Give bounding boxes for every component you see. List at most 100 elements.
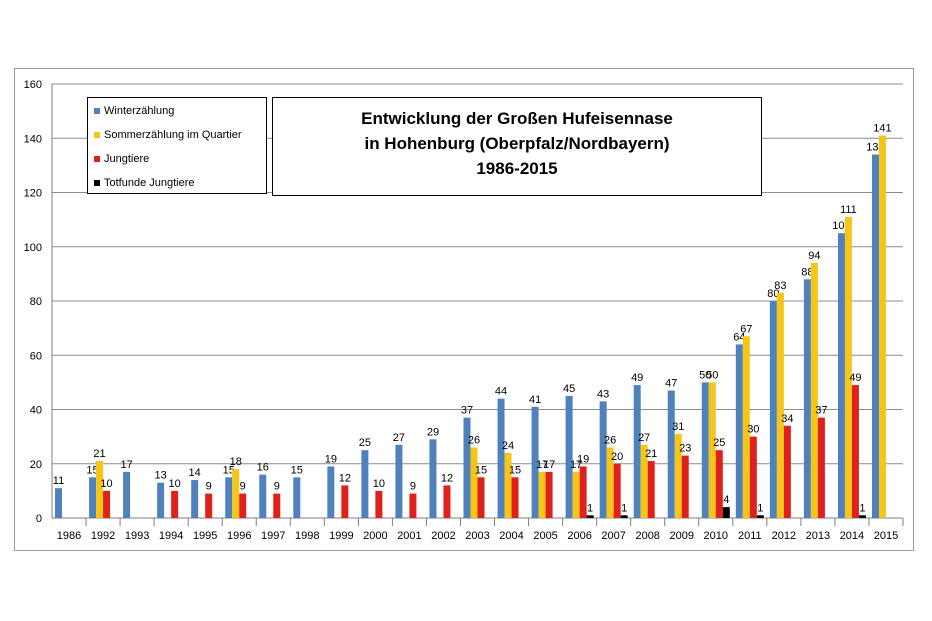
data-label: 64 (733, 331, 745, 343)
data-label: 4 (723, 494, 729, 506)
bar (715, 450, 723, 518)
data-label: 17 (120, 459, 132, 471)
data-label: 50 (699, 369, 711, 381)
bar (341, 485, 349, 518)
data-label: 44 (495, 386, 507, 398)
bar (810, 263, 818, 518)
x-tick-label: 1998 (295, 530, 319, 542)
bar (742, 336, 750, 518)
legend-swatch (94, 180, 100, 187)
x-tick-label: 2000 (363, 530, 387, 542)
chart-title-line-2: in Hohenburg (Oberpfalz/Nordbayern) (364, 134, 670, 153)
chart-legend: Winterzählung Sommerzählung im Quartier … (87, 97, 267, 194)
bar (293, 477, 301, 518)
bar (871, 154, 879, 518)
bar (477, 477, 485, 518)
data-label: 45 (563, 383, 575, 395)
data-label: 26 (468, 434, 480, 446)
y-tick-label: 80 (30, 296, 42, 308)
x-tick-label: 1992 (91, 530, 115, 542)
x-tick-label: 2001 (397, 530, 421, 542)
data-label: 26 (604, 434, 616, 446)
legend-swatch (94, 132, 100, 139)
data-label: 27 (393, 432, 405, 444)
bar (701, 382, 709, 518)
y-tick-label: 0 (36, 513, 42, 525)
bar (851, 385, 859, 518)
bar (769, 301, 777, 518)
data-label: 21 (645, 448, 657, 460)
data-label: 12 (441, 472, 453, 484)
bar (239, 493, 247, 518)
bar (232, 469, 240, 518)
x-tick-label: 2013 (806, 530, 830, 542)
data-label: 15 (223, 464, 235, 476)
bar (803, 279, 811, 518)
bar (844, 216, 852, 518)
data-label: 88 (801, 266, 813, 278)
bar (171, 490, 179, 518)
data-label: 49 (631, 372, 643, 384)
bar (586, 515, 594, 518)
bar (259, 474, 267, 518)
x-tick-label: 2006 (567, 530, 591, 542)
data-label: 10 (169, 478, 181, 490)
legend-label: Jungtiere (104, 153, 150, 165)
data-label: 11 (53, 475, 64, 487)
legend-item-sommerzaehlung: Sommerzählung im Quartier (94, 129, 242, 141)
bar (633, 385, 641, 518)
data-label: 23 (679, 443, 691, 455)
bar (538, 471, 546, 518)
data-label: 37 (461, 405, 473, 417)
data-label: 67 (740, 323, 752, 335)
x-tick-label: 1993 (125, 530, 149, 542)
data-label: 9 (240, 481, 246, 493)
data-label: 17 (570, 459, 582, 471)
data-label: 1 (587, 502, 593, 514)
bar (722, 507, 730, 518)
bar (681, 455, 689, 518)
y-tick-label: 100 (24, 242, 42, 254)
bar (443, 485, 451, 518)
x-tick-label: 1996 (227, 530, 251, 542)
bar (837, 233, 845, 518)
data-label: 13 (155, 470, 167, 482)
x-tick-label: 2007 (601, 530, 625, 542)
data-label: 15 (86, 464, 98, 476)
bar (579, 466, 587, 518)
bar (191, 480, 199, 518)
legend-swatch (94, 156, 100, 163)
bar (497, 398, 505, 518)
bar (647, 461, 655, 518)
x-tick-label: 2008 (635, 530, 659, 542)
bar (375, 490, 383, 518)
legend-item-totfunde: Totfunde Jungtiere (94, 177, 195, 189)
legend-label: Totfunde Jungtiere (104, 177, 195, 189)
data-label: 19 (325, 453, 337, 465)
bar (858, 515, 866, 518)
bar (123, 471, 131, 518)
data-label: 9 (206, 481, 212, 493)
bar (776, 292, 784, 518)
bar (327, 466, 335, 518)
bar (572, 471, 580, 518)
y-tick-label: 120 (24, 188, 42, 200)
x-tick-label: 2002 (431, 530, 455, 542)
data-label: 27 (638, 432, 650, 444)
data-label: 15 (475, 464, 487, 476)
bar (708, 382, 716, 518)
bar (511, 477, 519, 518)
data-label: 15 (291, 464, 303, 476)
legend-item-winterzaehlung: Winterzählung (94, 105, 174, 117)
bar (96, 461, 104, 518)
data-label: 80 (767, 288, 779, 300)
bar (429, 439, 437, 518)
data-label: 17 (543, 459, 555, 471)
data-label: 18 (230, 456, 242, 468)
data-label: 19 (577, 453, 589, 465)
data-label: 16 (257, 462, 269, 474)
y-tick-label: 40 (30, 405, 42, 417)
data-label: 141 (873, 123, 891, 135)
bar (103, 490, 111, 518)
